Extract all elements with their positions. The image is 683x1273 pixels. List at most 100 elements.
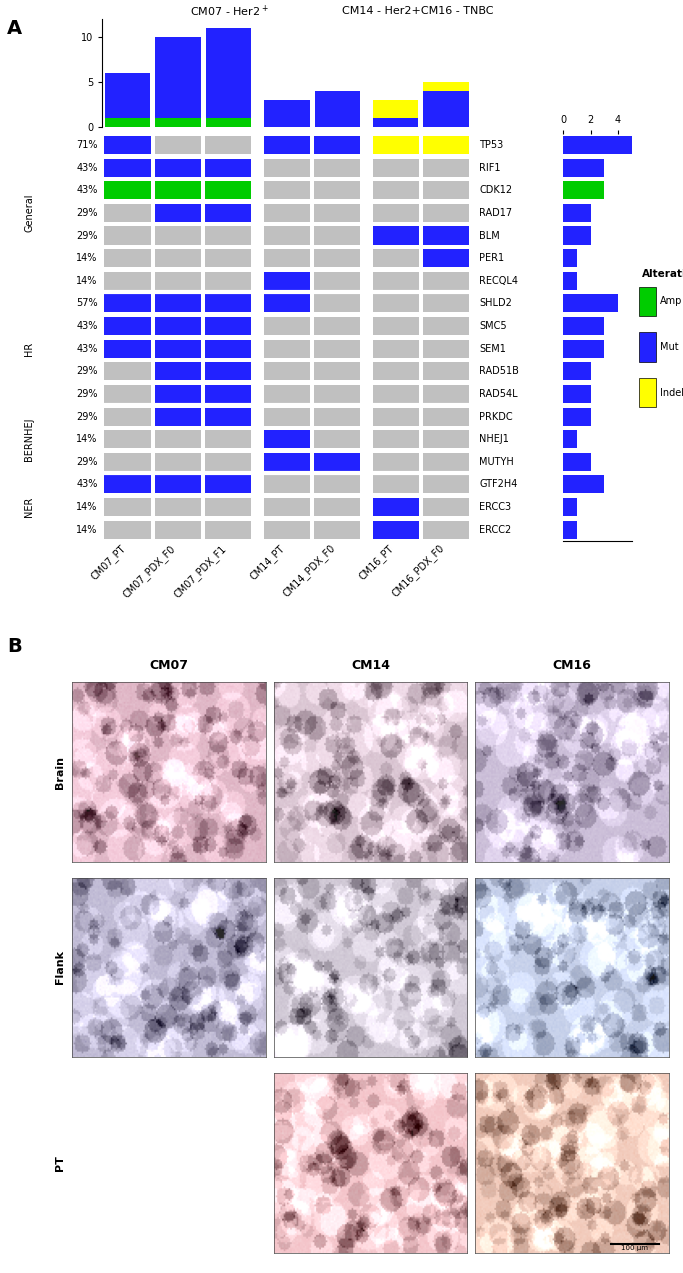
Text: Alterations: Alterations <box>642 269 683 279</box>
Bar <box>264 317 310 335</box>
Text: 43%: 43% <box>76 186 98 195</box>
Bar <box>423 475 469 494</box>
Bar <box>205 340 251 358</box>
Text: B: B <box>7 636 22 656</box>
Bar <box>563 250 577 267</box>
Bar <box>373 521 419 538</box>
Bar <box>264 453 310 471</box>
Bar <box>264 181 310 200</box>
Bar <box>155 37 201 118</box>
Bar <box>423 407 469 425</box>
Bar <box>155 159 201 177</box>
Text: RAD17: RAD17 <box>479 207 512 218</box>
Bar <box>264 340 310 358</box>
Bar <box>563 363 591 381</box>
Text: SHLD2: SHLD2 <box>479 298 512 308</box>
Bar <box>264 384 310 404</box>
Bar <box>423 250 469 267</box>
Text: SEM1: SEM1 <box>479 344 506 354</box>
Bar <box>314 453 361 471</box>
Bar <box>155 363 201 381</box>
Bar <box>104 340 151 358</box>
Bar <box>205 453 251 471</box>
Bar <box>314 136 361 154</box>
Bar <box>264 271 310 290</box>
Bar <box>206 118 251 127</box>
Bar <box>423 159 469 177</box>
Bar <box>155 430 201 448</box>
Bar <box>155 317 201 335</box>
Bar <box>205 407 251 425</box>
Bar <box>205 317 251 335</box>
Text: 14%: 14% <box>76 434 98 444</box>
Bar <box>314 453 361 471</box>
Bar <box>205 498 251 516</box>
Bar <box>314 498 361 516</box>
Bar <box>314 475 361 494</box>
Bar <box>205 294 251 312</box>
Bar <box>563 384 591 404</box>
Bar <box>314 294 361 312</box>
Bar <box>373 498 419 516</box>
Bar <box>104 136 151 154</box>
Bar <box>104 136 151 154</box>
Bar <box>155 475 201 494</box>
Bar <box>639 286 656 316</box>
Bar <box>423 363 469 381</box>
Text: NHEJ1: NHEJ1 <box>479 434 509 444</box>
Bar <box>155 294 201 312</box>
Bar <box>264 159 310 177</box>
Bar <box>205 521 251 538</box>
Text: GTF2H4: GTF2H4 <box>479 480 518 489</box>
Bar <box>373 317 419 335</box>
Bar <box>264 521 310 538</box>
Bar <box>104 521 151 538</box>
Bar <box>373 271 419 290</box>
Bar <box>314 181 361 200</box>
Text: 43%: 43% <box>76 163 98 173</box>
Text: 100 μm: 100 μm <box>622 1245 648 1251</box>
Bar <box>423 498 469 516</box>
Bar <box>104 475 151 494</box>
Bar <box>155 136 201 154</box>
Bar <box>563 475 604 494</box>
Bar <box>264 430 310 448</box>
Text: PRKDC: PRKDC <box>479 411 513 421</box>
Bar <box>423 136 469 154</box>
Bar <box>423 294 469 312</box>
Bar <box>155 181 201 200</box>
Bar <box>205 317 251 335</box>
Bar <box>104 363 151 381</box>
Bar <box>205 363 251 381</box>
Text: Indel: Indel <box>660 388 683 397</box>
Bar <box>373 118 419 127</box>
Bar <box>155 159 201 177</box>
Bar <box>563 317 604 335</box>
Bar <box>639 332 656 362</box>
Bar <box>423 430 469 448</box>
Bar <box>205 181 251 200</box>
Bar <box>632 136 659 154</box>
Bar <box>563 294 618 312</box>
Bar <box>315 92 360 127</box>
Bar <box>373 204 419 222</box>
Bar <box>264 363 310 381</box>
Text: 14%: 14% <box>76 524 98 535</box>
Bar <box>105 73 150 118</box>
Bar <box>155 340 201 358</box>
Bar <box>264 294 310 312</box>
Bar <box>104 271 151 290</box>
Bar <box>205 384 251 404</box>
Bar <box>104 159 151 177</box>
Bar <box>314 521 361 538</box>
Bar <box>205 430 251 448</box>
Bar <box>264 227 310 244</box>
Bar <box>563 181 604 200</box>
Bar <box>373 227 419 244</box>
Bar <box>563 430 577 448</box>
Bar <box>314 317 361 335</box>
Bar <box>155 181 201 200</box>
Bar <box>373 136 419 154</box>
Text: PT: PT <box>55 1155 65 1171</box>
Text: 29%: 29% <box>76 230 98 241</box>
